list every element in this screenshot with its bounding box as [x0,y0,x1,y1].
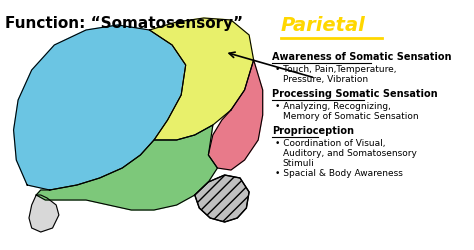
Text: Proprioception: Proprioception [272,126,354,136]
Polygon shape [36,125,218,210]
Text: Awareness of Somatic Sensation: Awareness of Somatic Sensation [272,52,451,62]
Polygon shape [209,60,263,170]
Polygon shape [149,18,254,140]
Text: Auditory, and Somatosensory: Auditory, and Somatosensory [283,149,417,158]
Polygon shape [195,175,249,222]
Polygon shape [14,25,186,190]
Text: Processing Somatic Sensation: Processing Somatic Sensation [272,89,438,99]
Text: Parietal: Parietal [281,16,365,35]
Text: • Analyzing, Recognizing,: • Analyzing, Recognizing, [275,102,391,111]
Text: • Coordination of Visual,: • Coordination of Visual, [275,139,386,148]
Text: Memory of Somatic Sensation: Memory of Somatic Sensation [283,112,418,121]
Text: Function: “Somatosensory”: Function: “Somatosensory” [5,16,243,31]
Text: • Touch, Pain,Temperature,: • Touch, Pain,Temperature, [275,65,397,74]
Text: Stimuli: Stimuli [283,159,314,168]
Text: Pressure, Vibration: Pressure, Vibration [283,75,368,84]
Polygon shape [29,195,59,232]
Text: • Spacial & Body Awareness: • Spacial & Body Awareness [275,169,403,178]
